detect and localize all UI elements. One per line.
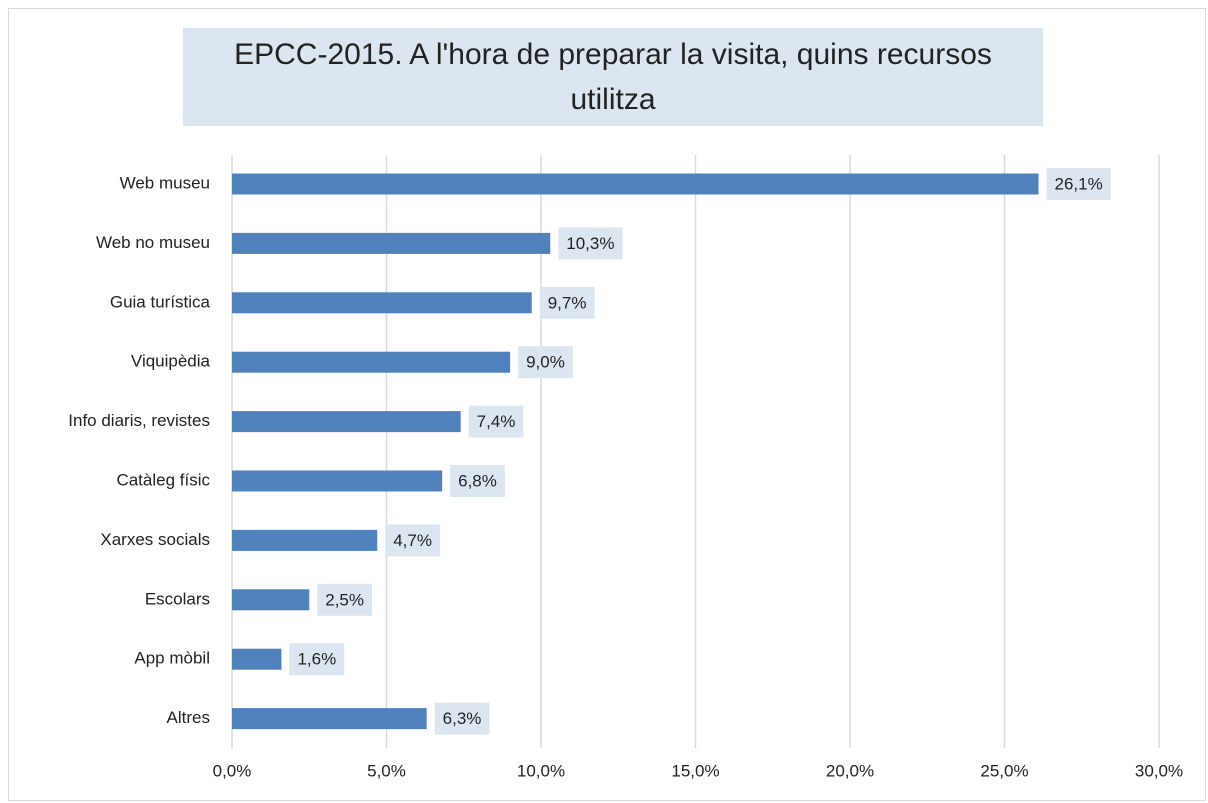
bar (232, 529, 378, 551)
data-label: 26,1% (1054, 174, 1102, 193)
data-label-box (385, 524, 440, 557)
y-tick-label: App mòbil (134, 649, 210, 668)
data-label-box (518, 346, 573, 379)
data-label: 7,4% (477, 412, 516, 431)
bar (232, 173, 1039, 195)
data-label-box (1046, 168, 1111, 200)
x-tick-label: 25,0% (980, 761, 1028, 780)
y-tick-label: Escolars (145, 589, 210, 608)
y-tick-label: Catàleg físic (116, 470, 210, 489)
y-tick-label: Info diaris, revistes (68, 411, 210, 430)
x-tick-label: 30,0% (1135, 761, 1183, 780)
x-tick-label: 5,0% (367, 761, 406, 780)
y-tick-label: Xarxes socials (100, 530, 210, 549)
data-label: 1,6% (297, 650, 336, 669)
x-tick-label: 10,0% (517, 761, 565, 780)
data-label: 4,7% (393, 531, 432, 550)
y-tick-label: Web museu (120, 173, 210, 192)
x-tick-label: 0,0% (213, 761, 252, 780)
data-label-box (468, 405, 524, 438)
data-label-box (539, 286, 595, 319)
x-tick-label: 20,0% (826, 761, 874, 780)
y-tick-label: Web no museu (96, 233, 210, 252)
y-tick-label: Altres (167, 708, 210, 727)
data-label: 9,7% (548, 293, 587, 312)
bar (232, 292, 532, 314)
bar (232, 232, 551, 254)
bar (232, 708, 427, 730)
bar (232, 648, 282, 670)
bar (232, 470, 443, 492)
chart-title: EPCC-2015. A l'hora de preparar la visit… (183, 28, 1043, 126)
data-label: 9,0% (526, 353, 565, 372)
x-tick-label: 15,0% (671, 761, 719, 780)
data-label: 6,8% (458, 471, 497, 490)
y-tick-label: Guia turística (110, 292, 211, 311)
data-label-box (289, 643, 345, 676)
chart-frame (8, 8, 1206, 801)
bar (232, 411, 461, 433)
data-label: 6,3% (443, 709, 482, 728)
data-label-box (450, 465, 505, 497)
bar (232, 351, 511, 373)
data-label: 10,3% (566, 234, 614, 253)
data-label: 2,5% (325, 590, 364, 609)
data-label-box (558, 227, 623, 260)
data-label-box (317, 583, 372, 616)
data-label-box (434, 702, 490, 735)
y-tick-label: Viquipèdia (131, 352, 211, 371)
bar (232, 589, 310, 611)
